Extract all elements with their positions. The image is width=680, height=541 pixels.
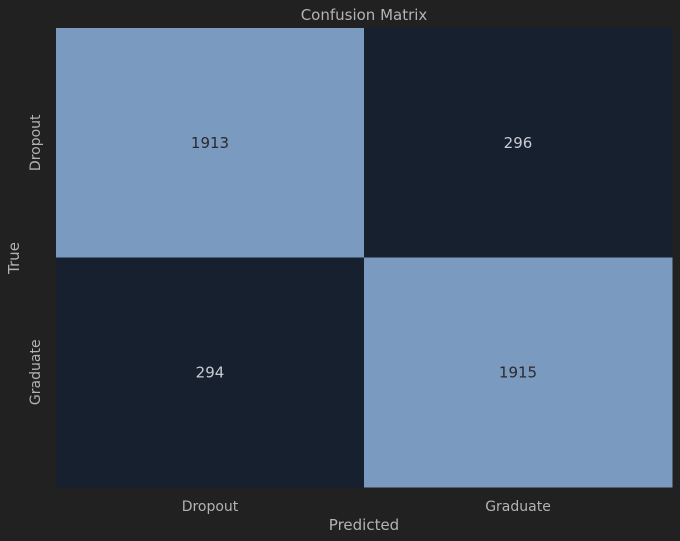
x-tick-label: Graduate bbox=[485, 499, 551, 515]
y-axis-label: True bbox=[5, 242, 23, 275]
y-tick-labels: Dropout Graduate bbox=[28, 114, 44, 405]
heatmap-cells: 1913 296 294 1915 bbox=[56, 28, 673, 488]
x-tick-label: Dropout bbox=[182, 499, 239, 515]
x-axis-label: Predicted bbox=[329, 516, 399, 534]
cell-value-label: 294 bbox=[196, 363, 225, 381]
heatmap-cell-graduate-dropout bbox=[56, 257, 365, 488]
heatmap-cell-graduate-graduate bbox=[364, 257, 673, 488]
heatmap-cell-dropout-graduate bbox=[364, 28, 673, 258]
cell-value-label: 1915 bbox=[499, 363, 537, 381]
y-tick-label: Dropout bbox=[28, 114, 44, 171]
x-tick-labels: Dropout Graduate bbox=[182, 499, 551, 515]
y-tick-label: Graduate bbox=[28, 339, 44, 405]
chart-title: Confusion Matrix bbox=[301, 6, 428, 24]
heatmap-cell-dropout-dropout bbox=[56, 28, 365, 258]
cell-value-label: 296 bbox=[504, 134, 533, 152]
cell-value-label: 1913 bbox=[191, 134, 229, 152]
